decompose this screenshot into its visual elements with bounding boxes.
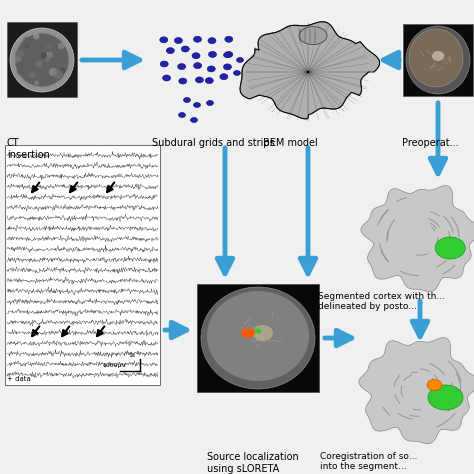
Circle shape [15, 33, 69, 87]
Ellipse shape [183, 98, 191, 102]
Ellipse shape [224, 53, 230, 57]
Ellipse shape [435, 237, 465, 259]
Ellipse shape [160, 61, 168, 67]
Circle shape [28, 71, 36, 78]
Circle shape [15, 49, 24, 58]
Circle shape [49, 68, 57, 76]
Ellipse shape [237, 57, 244, 63]
Ellipse shape [191, 118, 198, 122]
Circle shape [60, 67, 65, 73]
Ellipse shape [234, 71, 240, 75]
Circle shape [40, 76, 48, 84]
Polygon shape [361, 186, 474, 292]
Ellipse shape [178, 64, 186, 70]
Ellipse shape [174, 37, 182, 44]
Ellipse shape [166, 47, 174, 54]
Ellipse shape [182, 46, 189, 52]
Circle shape [29, 37, 34, 42]
Ellipse shape [179, 112, 185, 118]
Ellipse shape [193, 102, 201, 108]
Ellipse shape [225, 52, 233, 57]
Ellipse shape [406, 26, 470, 94]
Ellipse shape [207, 291, 309, 381]
Ellipse shape [253, 325, 273, 341]
Text: Segmented cortex with th...
delineated by posto...: Segmented cortex with th... delineated b… [318, 292, 445, 311]
Text: CT
insertion: CT insertion [7, 138, 50, 160]
Circle shape [54, 70, 63, 79]
Text: Coregistration of so...
into the segment...: Coregistration of so... into the segment… [320, 452, 418, 472]
Circle shape [46, 51, 53, 58]
Text: Preoperat...: Preoperat... [402, 138, 459, 148]
Ellipse shape [179, 78, 187, 84]
Circle shape [25, 44, 29, 48]
Bar [403, 24, 473, 96]
Ellipse shape [432, 51, 444, 61]
Ellipse shape [209, 51, 217, 57]
Circle shape [36, 61, 43, 68]
Bar [5, 145, 160, 385]
Bar [197, 284, 319, 392]
Polygon shape [240, 22, 380, 119]
Ellipse shape [201, 287, 315, 389]
Ellipse shape [195, 77, 203, 83]
Ellipse shape [427, 380, 442, 391]
Circle shape [34, 81, 39, 85]
Ellipse shape [223, 64, 231, 70]
Circle shape [41, 53, 47, 59]
Circle shape [33, 33, 39, 39]
Circle shape [58, 43, 64, 49]
Text: BEM model: BEM model [263, 138, 318, 148]
Ellipse shape [208, 38, 216, 44]
Ellipse shape [207, 100, 213, 106]
Circle shape [45, 57, 50, 63]
Ellipse shape [255, 328, 262, 334]
Ellipse shape [193, 63, 201, 69]
Ellipse shape [160, 37, 168, 43]
Ellipse shape [409, 29, 463, 87]
Ellipse shape [220, 73, 228, 80]
Ellipse shape [428, 385, 463, 410]
Ellipse shape [205, 78, 213, 83]
Text: 1000μV: 1000μV [102, 363, 126, 368]
Circle shape [10, 28, 74, 92]
Ellipse shape [241, 328, 255, 338]
Circle shape [17, 67, 25, 75]
Circle shape [46, 44, 51, 49]
Text: Source localization
using sLORETA: Source localization using sLORETA [207, 452, 299, 474]
Ellipse shape [207, 66, 215, 72]
Polygon shape [359, 337, 474, 444]
Circle shape [15, 61, 23, 68]
Circle shape [13, 56, 21, 64]
Ellipse shape [299, 27, 327, 45]
Ellipse shape [192, 53, 200, 59]
Ellipse shape [225, 36, 233, 42]
Ellipse shape [193, 36, 201, 42]
Ellipse shape [163, 75, 171, 81]
Text: + data: + data [7, 376, 31, 382]
Text: Subdural grids and strips: Subdural grids and strips [152, 138, 275, 148]
Bar [7, 22, 77, 97]
Text: 1s: 1s [128, 353, 135, 358]
Circle shape [23, 36, 31, 45]
